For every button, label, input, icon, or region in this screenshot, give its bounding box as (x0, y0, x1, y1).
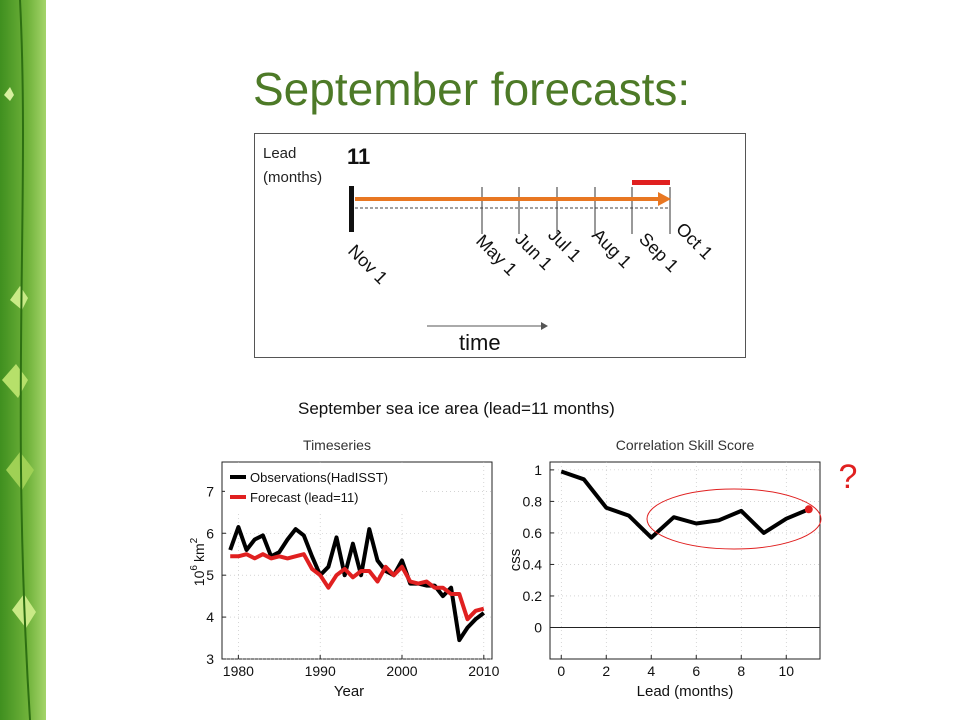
lead-label-line1: Lead (263, 145, 296, 162)
y-tick-label: 3 (206, 651, 214, 667)
css-grid (550, 462, 820, 659)
y-tick-label: 0.2 (523, 588, 543, 604)
y-tick-label: 7 (206, 483, 214, 499)
x-tick-label: 1990 (305, 663, 336, 679)
ylabel-unit: km (191, 543, 207, 562)
leaf-stem (19, 0, 31, 720)
sea-ice-figure: September sea ice area (lead=11 months) … (189, 399, 857, 700)
forecast-line (230, 552, 485, 622)
ylabel-unit-exp: 2 (189, 537, 200, 543)
css-endpoint-dot (804, 505, 813, 514)
y-tick-label: 0 (534, 619, 542, 635)
x-tick-label: 6 (692, 663, 700, 679)
x-tick-label: 2000 (386, 663, 417, 679)
y-tick-label: 0.6 (523, 525, 543, 541)
month-label-may: May 1 (472, 231, 521, 280)
x-tick-label: 1980 (223, 663, 254, 679)
x-tick-label: 8 (737, 663, 745, 679)
slide-title: September forecasts: (253, 63, 691, 115)
figure-title: September sea ice area (lead=11 months) (298, 399, 615, 418)
x-tick-label: 2010 (468, 663, 499, 679)
timeseries-plot-frame (221, 461, 493, 660)
y-tick-label: 1 (534, 462, 542, 478)
css-line (560, 469, 810, 540)
timeseries-lines (228, 525, 486, 643)
timeseries-ylabel: 106 km2 (189, 537, 207, 586)
legend-box (225, 465, 419, 511)
legend-label-observations: Observations(HadISST) (250, 470, 388, 485)
y-tick-label: 0.8 (523, 493, 543, 509)
x-tick-label: 4 (647, 663, 655, 679)
y-tick-label: 0.4 (523, 556, 543, 572)
timeseries-legend: Observations(HadISST) Forecast (lead=11) (225, 465, 419, 511)
ylabel-exp: 6 (189, 565, 200, 571)
decorative-leaf-strip (0, 0, 46, 720)
month-label-nov: Nov 1 (344, 241, 391, 288)
start-marker (349, 186, 354, 232)
css-highlight-ellipse (646, 488, 822, 550)
leaf-icon (10, 286, 28, 310)
css-chart: Correlation Skill Score 0 2 4 6 8 10 0 0.2 0.4 0.… (507, 437, 857, 700)
css-xlabel: Lead (months) (637, 683, 734, 700)
css-plot-frame (549, 461, 821, 660)
ylabel-base: 10 (191, 570, 207, 586)
target-month-bar (632, 180, 670, 185)
css-ticks: 0 2 4 6 8 10 0 0.2 0.4 0.6 0.8 1 (523, 462, 795, 679)
timeline-diagram: Lead (months) 11 Nov 1 May 1 Jun 1 Jul 1… (254, 133, 746, 358)
leaf-icon (6, 452, 34, 490)
lead-arrow-head (658, 192, 671, 206)
timeseries-title: Timeseries (303, 437, 371, 453)
time-label: time (459, 330, 501, 355)
question-mark: ? (839, 458, 858, 496)
y-tick-label: 4 (206, 609, 214, 625)
legend-label-forecast: Forecast (lead=11) (250, 490, 359, 505)
css-lines (550, 469, 820, 628)
timeline-svg: Lead (months) 11 Nov 1 May 1 Jun 1 Jul 1… (263, 144, 717, 355)
x-tick-label: 10 (778, 663, 794, 679)
css-title: Correlation Skill Score (616, 437, 755, 453)
css-ylabel: css (507, 549, 524, 572)
lead-value: 11 (347, 144, 370, 169)
x-tick-label: 0 (557, 663, 565, 679)
timeseries-xlabel: Year (334, 683, 364, 700)
y-tick-label: 5 (206, 567, 214, 583)
month-label-oct: Oct 1 (672, 219, 717, 264)
leaf-icon (4, 87, 14, 101)
observations-line (228, 525, 486, 643)
y-tick-label: 6 (206, 525, 214, 541)
time-arrow-head (541, 322, 548, 330)
month-label-aug: Aug 1 (588, 225, 635, 272)
timeseries-ticks: 1980 1990 2000 2010 3 4 5 6 7 (206, 483, 499, 679)
x-tick-label: 2 (602, 663, 610, 679)
lead-label-line2: (months) (263, 169, 322, 186)
